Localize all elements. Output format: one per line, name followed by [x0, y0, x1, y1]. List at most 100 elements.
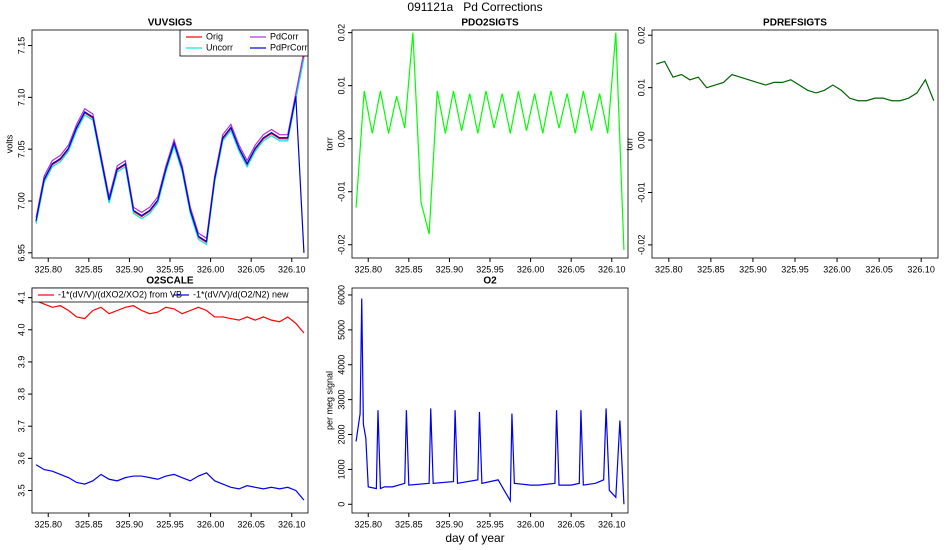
panel-title: O2: [483, 276, 497, 287]
x-tick-label: 325.80: [34, 519, 62, 529]
x-tick-label: 325.85: [697, 264, 725, 274]
plot-area: [35, 51, 305, 253]
x-tick-label: 325.80: [354, 519, 382, 529]
legend-label: PdPrCorr: [270, 42, 308, 52]
data-line: [35, 55, 305, 244]
y-tick-label: -0.02: [636, 235, 646, 256]
x-tick-label: 325.80: [34, 264, 62, 274]
x-tick-label: 325.95: [476, 519, 504, 529]
x-tick-label: 326.10: [278, 519, 306, 529]
x-tick-label: 326.10: [598, 264, 626, 274]
x-tick-label: 325.85: [395, 519, 423, 529]
x-tick-label: 325.80: [354, 264, 382, 274]
y-tick-label: 0: [336, 502, 346, 507]
y-tick-label: 3.8: [16, 388, 26, 401]
data-line: [35, 464, 305, 501]
panel-title: O2SCALE: [146, 276, 194, 287]
y-tick-label: 5000: [336, 320, 346, 340]
x-tick-label: 326.00: [197, 264, 225, 274]
x-tick-label: 325.90: [436, 519, 464, 529]
legend-label: Orig: [206, 31, 223, 41]
data-line: [35, 300, 305, 334]
y-tick-label: 0.01: [336, 77, 346, 95]
data-line: [35, 96, 305, 253]
y-tick-label: 6.95: [16, 244, 26, 262]
x-tick-label: 325.85: [75, 264, 103, 274]
plot-frame: [31, 287, 309, 514]
y-tick-label: 3.9: [16, 356, 26, 369]
y-tick-label: 4000: [336, 355, 346, 375]
x-tick-label: 326.05: [237, 519, 265, 529]
x-tick-label: 325.95: [156, 519, 184, 529]
x-tick-label: 325.85: [395, 264, 423, 274]
x-tick-label: 326.10: [278, 264, 306, 274]
y-axis-title: torr: [324, 137, 334, 151]
plot-frame: [651, 29, 939, 259]
panel-title: PDO2SIGTS: [461, 18, 519, 29]
y-tick-label: 0.01: [636, 79, 646, 97]
y-tick-label: 3.6: [16, 452, 26, 465]
plot-area: [355, 32, 625, 251]
y-tick-label: 3.5: [16, 484, 26, 497]
x-tick-label: 326.00: [197, 519, 225, 529]
data-line: [35, 51, 305, 240]
x-tick-label: 326.10: [598, 519, 626, 529]
y-tick-label: 7.00: [16, 192, 26, 210]
y-tick-label: 0.00: [636, 131, 646, 149]
plot-area: [656, 60, 935, 102]
x-tick-label: 325.80: [655, 264, 683, 274]
x-tick-label: 325.95: [781, 264, 809, 274]
x-tick-label: 326.10: [907, 264, 935, 274]
x-tick-label: 326.00: [517, 264, 545, 274]
y-tick-label: 6000: [336, 285, 346, 305]
legend-box: [31, 287, 309, 303]
x-axis-title: day of year: [445, 531, 504, 545]
data-line: [355, 32, 625, 251]
x-tick-label: 325.90: [739, 264, 767, 274]
y-tick-label: 2000: [336, 424, 346, 444]
legend-label: -1*(dV/V)/(dXO2/XO2) from VB: [58, 289, 182, 299]
plot-area: [35, 300, 305, 501]
y-tick-label: -0.01: [336, 181, 346, 202]
legend-label: -1*(dV/V)/d(O2/N2) new: [193, 289, 289, 299]
data-line: [355, 298, 625, 505]
y-axis-title: per meg signal: [324, 371, 334, 430]
plot-frame: [31, 29, 309, 259]
plot-frame: [351, 287, 629, 514]
y-axis-title: torr: [624, 137, 634, 151]
y-tick-label: 7.15: [16, 37, 26, 55]
x-tick-label: 325.90: [116, 519, 144, 529]
y-tick-label: -0.02: [336, 234, 346, 255]
y-tick-label: 7.10: [16, 89, 26, 107]
y-tick-label: 3.7: [16, 420, 26, 433]
page-title: 091121a Pd Corrections: [407, 0, 542, 14]
x-tick-label: 325.95: [476, 264, 504, 274]
y-tick-label: 0.02: [336, 24, 346, 42]
x-tick-label: 326.05: [557, 264, 585, 274]
x-tick-label: 325.95: [156, 264, 184, 274]
y-tick-label: 3000: [336, 390, 346, 410]
legend-label: PdCorr: [270, 31, 299, 41]
legend-box: [179, 29, 309, 57]
y-tick-label: 4.1: [16, 291, 26, 304]
data-line: [35, 57, 305, 246]
panel-title: PDREFSIGTS: [763, 18, 827, 29]
x-tick-label: 326.00: [823, 264, 851, 274]
x-tick-label: 326.05: [865, 264, 893, 274]
x-tick-label: 325.85: [75, 519, 103, 529]
y-tick-label: 7.05: [16, 140, 26, 158]
plot-area: [355, 298, 625, 505]
legend-label: Uncorr: [206, 42, 233, 52]
plot-frame: [351, 29, 629, 259]
y-tick-label: 1000: [336, 459, 346, 479]
x-tick-label: 325.90: [116, 264, 144, 274]
y-tick-label: 4.0: [16, 324, 26, 337]
y-tick-label: 0.00: [336, 130, 346, 148]
y-tick-label: 0.02: [636, 26, 646, 44]
y-tick-label: -0.01: [636, 182, 646, 203]
x-tick-label: 325.90: [436, 264, 464, 274]
x-tick-label: 326.05: [557, 519, 585, 529]
x-tick-label: 326.05: [237, 264, 265, 274]
panel-title: VUVSIGS: [148, 18, 193, 29]
